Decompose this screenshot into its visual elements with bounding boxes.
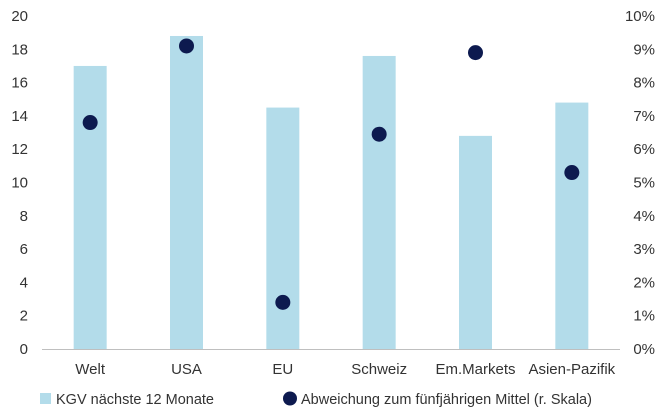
y2-tick-label: 5% xyxy=(633,175,655,192)
y2-tick-label: 10% xyxy=(625,8,655,25)
y2-tick-label: 3% xyxy=(633,241,655,258)
category-label: Schweiz xyxy=(351,361,407,378)
legend-swatch-bars xyxy=(40,393,51,404)
bar xyxy=(555,102,589,349)
y-tick-label: 14 xyxy=(11,108,28,125)
category-label: EU xyxy=(272,361,293,378)
scatter-point xyxy=(371,126,387,142)
category-label: Welt xyxy=(75,361,106,378)
y-tick-label: 6 xyxy=(20,241,28,258)
y-tick-label: 8 xyxy=(20,208,28,225)
category-labels: Welt USA EU Schweiz Em.Markets Asien-Pazifik xyxy=(75,361,615,378)
y-tick-label: 0 xyxy=(20,341,28,358)
bar xyxy=(73,65,107,349)
y2-tick-label: 0% xyxy=(633,341,655,358)
bar xyxy=(459,135,492,349)
category-label: USA xyxy=(171,361,202,378)
category-label: Em.Markets xyxy=(435,361,515,378)
y-tick-label: 4 xyxy=(20,274,28,291)
y2-tick-label: 1% xyxy=(633,308,655,325)
category-label: Asien-Pazifik xyxy=(528,361,615,378)
y2-tick-label: 7% xyxy=(633,108,655,125)
bar xyxy=(266,107,300,349)
y-tick-label: 16 xyxy=(11,75,28,92)
y2-tick-label: 4% xyxy=(633,208,655,225)
scatter-point xyxy=(82,115,98,131)
y2-tick-label: 9% xyxy=(633,41,655,58)
y-tick-label: 12 xyxy=(11,141,28,158)
bar-series xyxy=(73,35,589,350)
legend-swatch-dots xyxy=(283,391,297,406)
y2-tick-label: 6% xyxy=(633,141,655,158)
y-tick-label: 18 xyxy=(11,41,28,58)
legend-label-bars: KGV nächste 12 Monate xyxy=(56,392,214,408)
y-tick-label: 10 xyxy=(11,175,28,192)
legend: KGV nächste 12 Monate Abweichung zum fün… xyxy=(40,391,592,408)
right-axis-ticks: 0% 1% 2% 3% 4% 5% 6% 7% 8% 9% 10% xyxy=(625,8,655,358)
y2-tick-label: 2% xyxy=(633,274,655,291)
scatter-point xyxy=(275,294,291,310)
scatter-series xyxy=(82,38,580,310)
scatter-point xyxy=(179,38,194,54)
y2-tick-label: 8% xyxy=(633,75,655,92)
left-axis-ticks: 0 2 4 6 8 10 12 14 16 18 20 xyxy=(11,8,28,358)
scatter-point xyxy=(468,45,483,61)
legend-label-dots: Abweichung zum fünfjährigen Mittel (r. S… xyxy=(301,392,592,408)
bar xyxy=(362,55,396,350)
y-tick-label: 20 xyxy=(11,8,28,25)
y-tick-label: 2 xyxy=(20,308,28,325)
bar xyxy=(170,35,203,349)
scatter-point xyxy=(564,165,580,181)
